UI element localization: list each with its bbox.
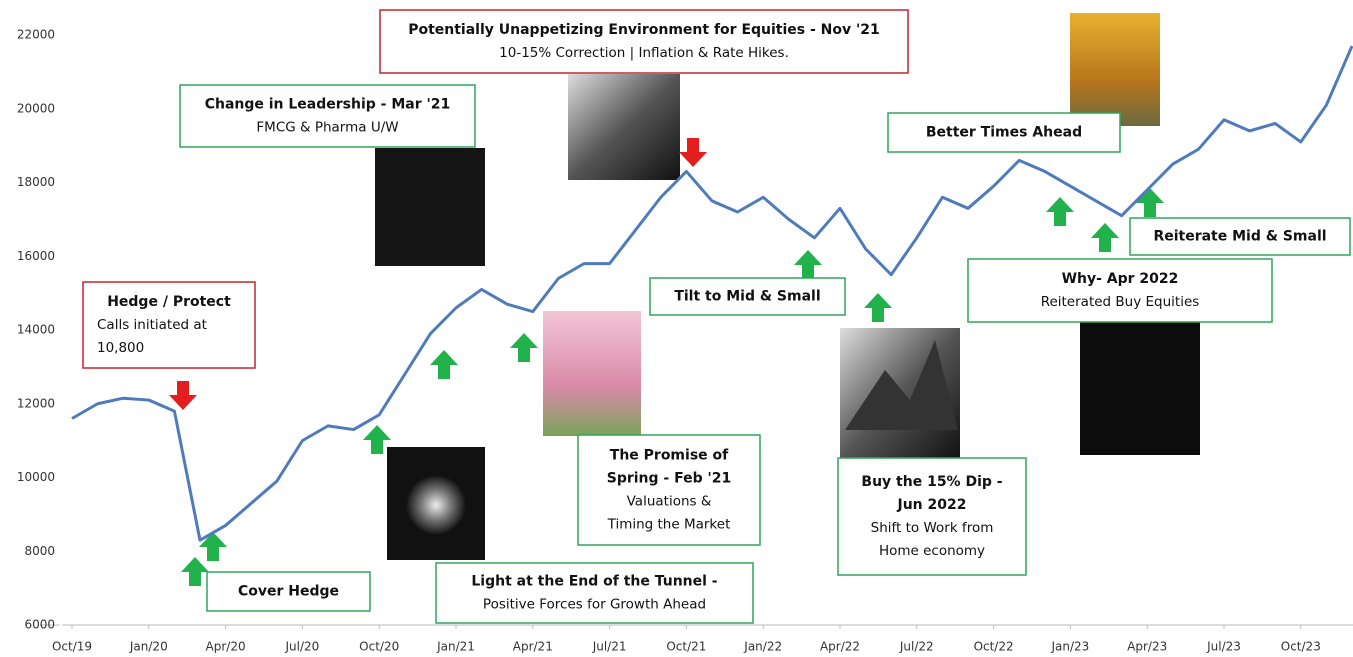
annotation-text: Home economy <box>879 543 985 559</box>
thumbnails <box>375 13 1200 560</box>
thumbnail <box>568 74 680 180</box>
up-arrow <box>363 425 391 454</box>
annotation-text: Timing the Market <box>607 517 731 533</box>
annotation-box <box>179 84 476 148</box>
up-arrow <box>430 350 458 379</box>
annotation-box <box>435 562 754 624</box>
x-tick-label: Oct/21 <box>666 640 706 654</box>
down-arrow <box>679 138 707 167</box>
annotation-heading: Reiterate Mid & Small <box>1153 229 1326 245</box>
annotation-heading: Jun 2022 <box>897 497 967 513</box>
x-tick-label: Jul/22 <box>899 640 934 654</box>
thumbnail <box>543 311 641 436</box>
y-tick-label: 18000 <box>17 175 55 189</box>
x-tick-label: Apr/22 <box>820 640 860 654</box>
annotation-text: Shift to Work from <box>871 520 994 536</box>
price-line <box>71 45 1353 542</box>
annotation-box <box>206 571 371 612</box>
annotation-box <box>649 277 846 316</box>
annotation-text: FMCG & Pharma U/W <box>256 120 398 136</box>
up-arrow <box>1091 223 1119 252</box>
y-tick-label: 10000 <box>17 470 55 484</box>
annotation-text: Valuations & <box>627 494 712 510</box>
annotation-heading: Light at the End of the Tunnel - <box>471 574 717 590</box>
x-tick-label: Apr/20 <box>206 640 246 654</box>
x-tick-label: Jan/20 <box>129 640 168 654</box>
x-tick-label: Oct/19 <box>52 640 92 654</box>
annotation-text: Calls initiated at <box>97 317 207 333</box>
y-tick-label: 12000 <box>17 396 55 410</box>
annotation-heading: Cover Hedge <box>238 584 339 600</box>
annotation-heading: Why- Apr 2022 <box>1062 271 1179 287</box>
up-arrow <box>1046 197 1074 226</box>
up-arrow <box>1136 188 1164 217</box>
up-arrow <box>199 532 227 561</box>
y-tick-label: 14000 <box>17 323 55 337</box>
x-tick-label: Jul/23 <box>1206 640 1241 654</box>
down-arrow <box>169 381 197 410</box>
thumbnail <box>1070 13 1160 126</box>
annotation-heading: Buy the 15% Dip - <box>861 474 1002 490</box>
thumbnail-detail <box>845 340 958 430</box>
x-tick-label: Jul/21 <box>592 640 627 654</box>
annotation-text: 10-15% Correction | Inflation & Rate Hik… <box>499 45 789 61</box>
up-arrow <box>864 293 892 322</box>
annotation-heading: Hedge / Protect <box>107 294 231 310</box>
annotation-box <box>837 457 1027 576</box>
annotation-box <box>379 9 909 74</box>
x-tick-label: Jan/22 <box>743 640 782 654</box>
y-tick-label: 6000 <box>24 618 55 632</box>
annotation-box <box>887 112 1121 153</box>
y-tick-label: 22000 <box>17 28 55 42</box>
annotation-heading: Tilt to Mid & Small <box>674 289 820 305</box>
up-arrow <box>181 557 209 586</box>
y-tick-label: 16000 <box>17 249 55 263</box>
thumbnail-detail <box>406 475 466 535</box>
x-tick-label: Jan/23 <box>1050 640 1089 654</box>
annotation-heading: Change in Leadership - Mar '21 <box>205 97 451 113</box>
annotation-text: Reiterated Buy Equities <box>1041 294 1200 310</box>
annotation-heading: Potentially Unappetizing Environment for… <box>408 22 880 38</box>
annotation-heading: The Promise of <box>610 448 729 464</box>
arrows <box>169 138 1164 586</box>
x-tick-label: Apr/21 <box>513 640 553 654</box>
up-arrow <box>510 333 538 362</box>
annotation-heading: Spring - Feb '21 <box>607 471 732 487</box>
annotation-box <box>967 258 1273 323</box>
thumbnail <box>1080 320 1200 455</box>
annotation-box <box>1129 217 1351 256</box>
annotation-heading: Better Times Ahead <box>926 125 1082 141</box>
annotation-text: 10,800 <box>97 340 144 356</box>
y-tick-label: 20000 <box>17 101 55 115</box>
annotation-text: Positive Forces for Growth Ahead <box>483 597 706 613</box>
thumbnail <box>375 148 485 266</box>
x-tick-label: Apr/23 <box>1127 640 1167 654</box>
x-tick-label: Oct/20 <box>359 640 399 654</box>
x-tick-label: Jan/21 <box>436 640 475 654</box>
x-tick-label: Oct/22 <box>974 640 1014 654</box>
annotation-box <box>82 281 256 369</box>
up-arrow <box>794 250 822 279</box>
x-tick-label: Jul/20 <box>285 640 320 654</box>
annotation-box <box>577 434 761 546</box>
x-tick-label: Oct/23 <box>1281 640 1321 654</box>
y-tick-label: 8000 <box>24 544 55 558</box>
